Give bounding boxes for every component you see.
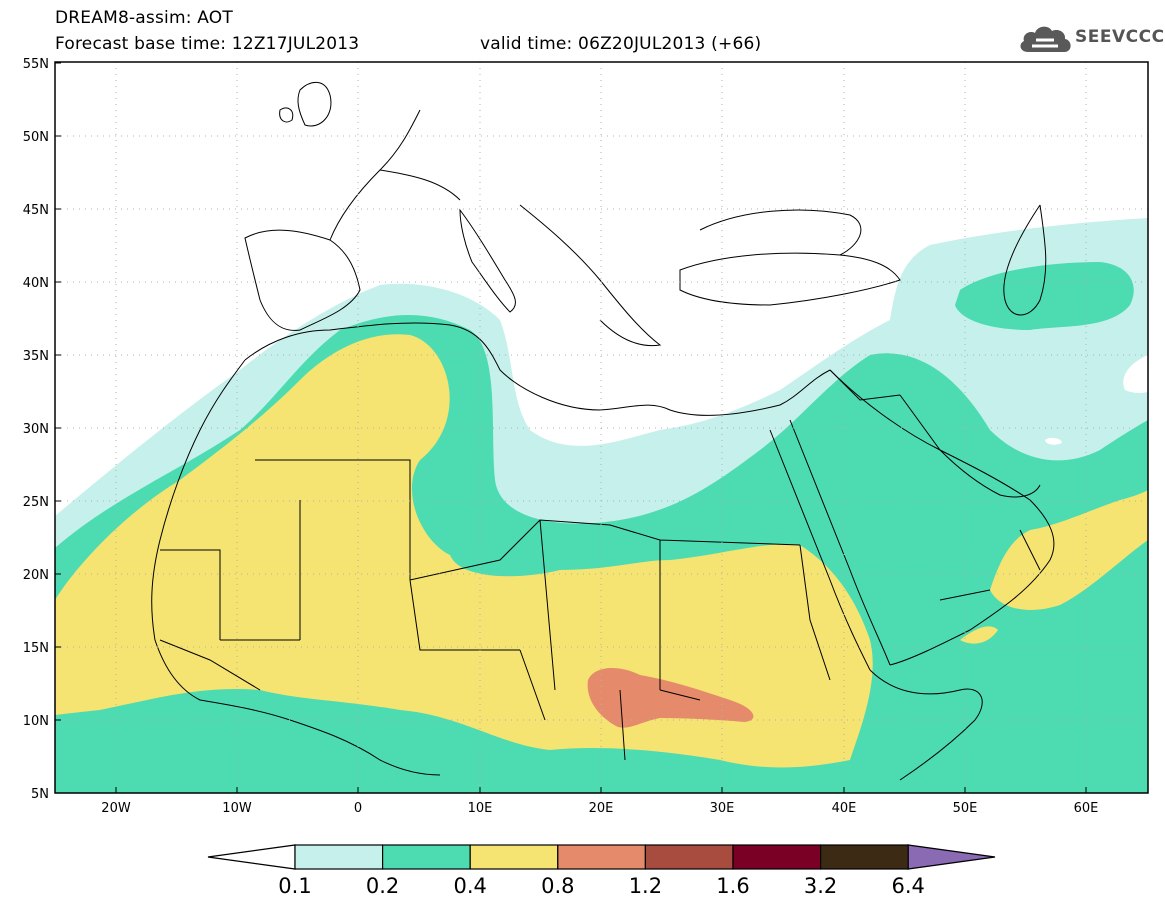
colorbar-level-label: 0.4 [453,874,486,898]
colorbar-swatch [732,844,822,870]
colorbar-level-label: 0.2 [366,874,399,898]
map-grid [55,62,1148,793]
coastlines [151,81,1055,781]
colorbar-under-arrow [207,844,296,870]
colorbar-level-label: 1.2 [629,874,662,898]
lat-label: 25N [23,495,49,510]
lat-label: 10N [23,714,49,729]
colorbar-swatch [294,844,384,870]
colorbar: 0.1 0.2 0.4 0.8 1.2 1.6 3.2 6.4 [207,844,996,898]
colorbar-swatch [644,844,734,870]
forecast-base-time: Forecast base time: 12Z17JUL2013 valid ti… [55,34,762,54]
lat-label: 20N [23,568,49,583]
lat-label: 15N [23,641,49,656]
latitude-labels: 55N 50N 45N 40N 35N 30N 25N 20N 15N 10N … [23,57,49,802]
lat-label: 45N [23,203,49,218]
colorbar-level-label: 3.2 [804,874,837,898]
lat-label: 5N [31,787,49,802]
colorbar-swatch [819,844,909,870]
colorbar-swatch [382,844,471,870]
longitude-labels: 20W 10W 0 10E 20E 30E 40E 50E 60E [101,801,1098,816]
colorbar-level-label: 0.8 [541,874,574,898]
colorbar-swatch [469,844,559,870]
lon-label: 30E [710,801,735,816]
lon-label: 10W [222,801,252,816]
logo-text: SEEVCCC [1075,27,1165,47]
colorbar-over-arrow [907,844,996,870]
colorbar-level-label: 0.1 [278,874,311,898]
lon-label: 0 [354,801,362,816]
colorbar-level-label: 6.4 [891,874,924,898]
seevccc-logo: SEEVCCC [1018,22,1164,58]
lon-label: 20E [589,801,614,816]
aot-field [55,62,1148,793]
lat-label: 55N [23,57,49,72]
valid-time: valid time: 06Z20JUL2013 (+66) [480,34,762,54]
lat-label: 40N [23,276,49,291]
lon-label: 20W [101,801,131,816]
cloud-logo-icon [1020,26,1071,52]
lon-label: 60E [1074,801,1099,816]
colorbar-swatch [557,844,646,870]
lat-label: 35N [23,349,49,364]
aot-contour-0.4 [55,334,873,768]
lon-label: 10E [468,801,493,816]
map-ticks [55,62,1087,793]
aot-contour-0.8 [587,668,754,728]
colorbar-level-label: 1.6 [716,874,749,898]
map-title: DREAM8-assim: AOT [55,8,233,28]
lon-label: 40E [832,801,857,816]
lat-label: 50N [23,130,49,145]
lon-label: 50E [953,801,978,816]
lat-label: 30N [23,422,49,437]
